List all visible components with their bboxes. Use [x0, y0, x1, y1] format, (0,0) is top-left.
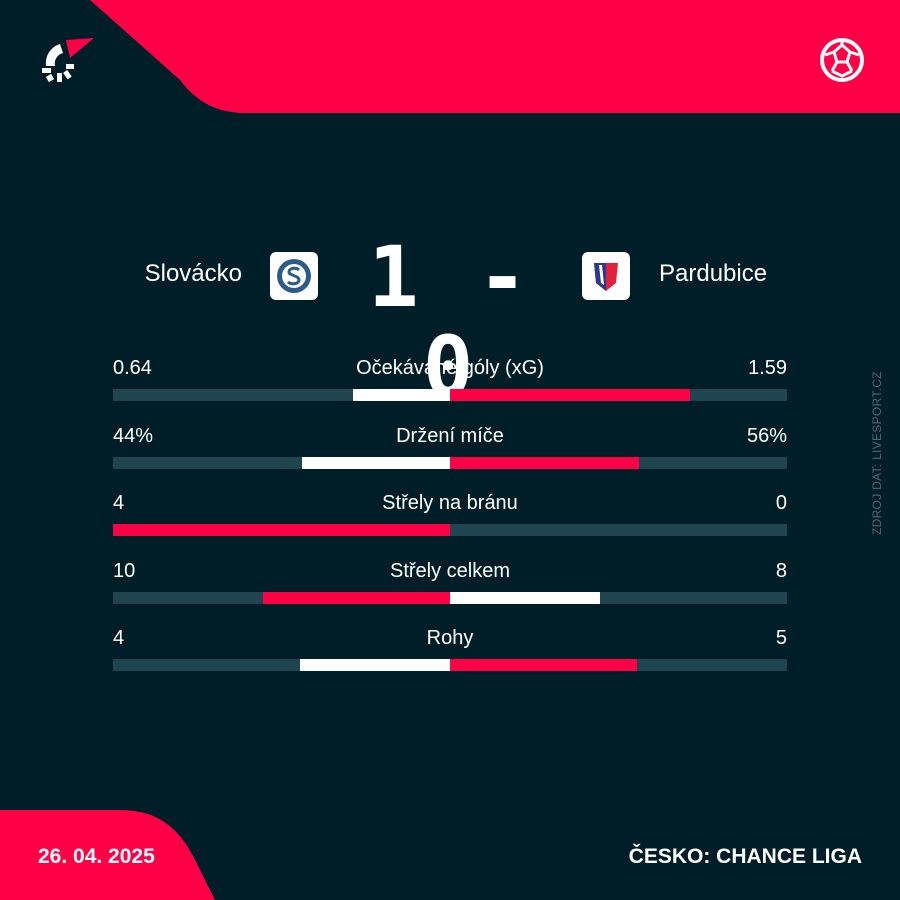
- away-team-crest: [582, 252, 630, 300]
- home-stat-bar: [300, 659, 450, 671]
- away-stat-value: 5: [775, 627, 787, 649]
- home-team-crest: [270, 252, 318, 300]
- stat-name: Držení míče: [396, 424, 504, 447]
- data-source: ZDROJ DAT: LIVESPORT.CZ: [870, 371, 884, 535]
- stat-row: 0.64 Očekávané góly (xG) 1.59: [113, 355, 787, 415]
- league-name: ČESKO: CHANCE LIGA: [628, 845, 862, 868]
- home-stat-value: 4: [113, 492, 125, 514]
- stat-bar-track: [113, 456, 787, 469]
- away-stat-value: 56%: [746, 424, 787, 447]
- score-separator: -: [477, 228, 532, 326]
- home-stat-bar: [353, 389, 450, 401]
- score: 1 - 0: [340, 232, 560, 412]
- away-stat-bar: [450, 659, 638, 671]
- footer-accent-shape: [0, 810, 215, 900]
- home-stat-bar: [301, 456, 450, 469]
- football-icon[interactable]: [819, 37, 865, 83]
- away-stat-value: 1.59: [748, 357, 787, 379]
- pardubice-crest-icon: [594, 263, 618, 291]
- stat-row: 4 Střely na bránu 0: [113, 490, 787, 550]
- stat-bar-track: [113, 591, 787, 604]
- away-stat-value: 8: [775, 559, 787, 582]
- stat-row: 10 Střely celkem 8: [113, 558, 787, 618]
- away-stat-bar: [450, 389, 691, 401]
- away-stat-value: 0: [775, 492, 787, 514]
- stat-name: Očekávané góly (xG): [356, 357, 544, 379]
- header-accent-shape: [90, 0, 900, 113]
- slovacko-crest-icon: [277, 259, 311, 293]
- home-team-name: Slovácko: [144, 260, 242, 287]
- stat-bar-track: [113, 659, 787, 671]
- stat-name: Rohy: [426, 627, 474, 649]
- home-stat-value: 4: [113, 627, 125, 649]
- stat-row: 44% Držení míče 56%: [113, 423, 787, 483]
- away-stat-bar: [450, 456, 639, 469]
- home-stat-value: 0.64: [113, 357, 152, 379]
- home-stat-value: 44%: [113, 424, 154, 447]
- home-score: 1: [368, 228, 423, 326]
- stat-bar-track: [113, 389, 787, 401]
- home-stat-bar: [262, 591, 450, 604]
- stat-row: 4 Rohy 5: [113, 625, 787, 685]
- away-stat-bar: [450, 591, 600, 604]
- stat-name: Střely na bránu: [382, 492, 518, 514]
- stat-bar-track: [113, 524, 787, 536]
- home-stat-bar: [113, 524, 450, 536]
- match-date: 26. 04. 2025: [38, 845, 155, 868]
- livesport-logo-icon: [42, 38, 94, 82]
- home-stat-value: 10: [113, 559, 136, 582]
- away-team-name: Pardubice: [659, 260, 768, 287]
- stat-name: Střely celkem: [389, 559, 511, 582]
